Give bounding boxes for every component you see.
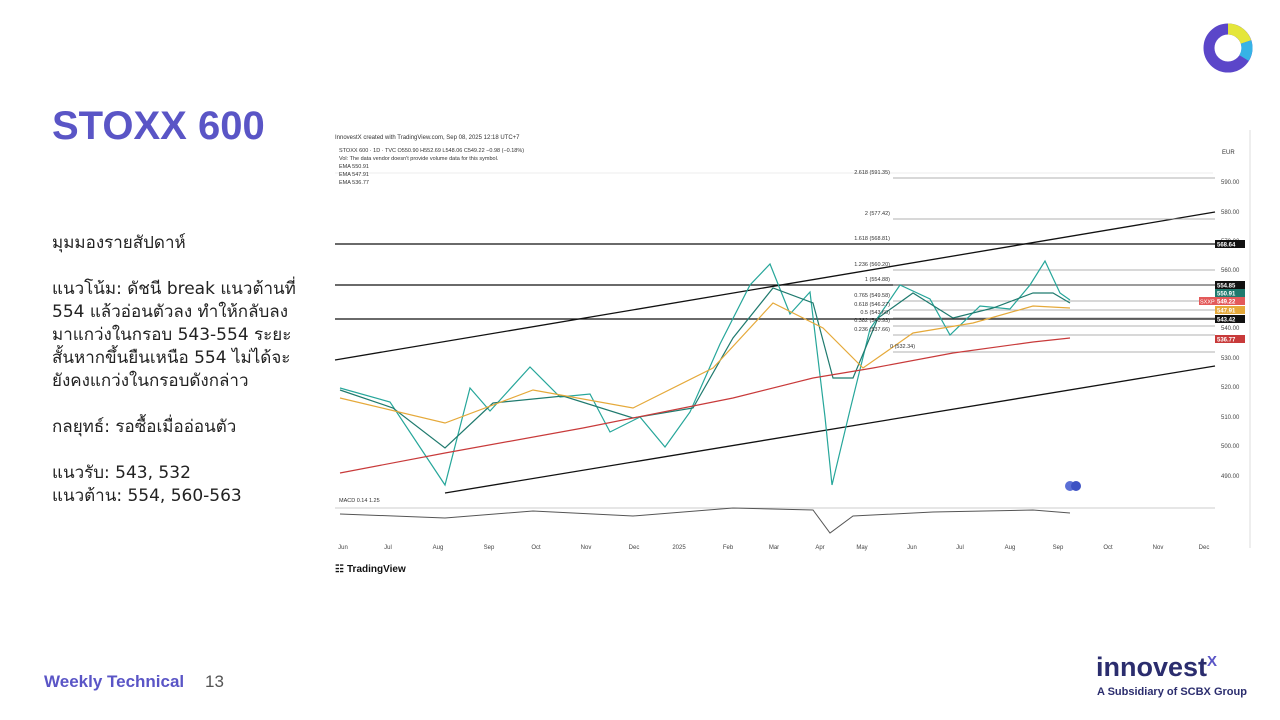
credit: InnovestX created with TradingView.com, …	[335, 135, 520, 141]
logo: innovestX	[1096, 652, 1217, 683]
fib-label: 0 (532.34)	[890, 344, 915, 350]
x-axis-label: Feb	[723, 545, 734, 551]
commentary: มุมมองรายสัปดาห์ แนวโน้ม: ดัชนี break แน…	[52, 232, 296, 508]
fib-label: 0.765 (549.58)	[854, 293, 890, 299]
fib-label: 0.618 (546.27)	[854, 302, 890, 308]
legend-line: EMA 536.77	[339, 180, 369, 186]
x-axis-label: Oct	[531, 545, 541, 551]
x-axis-label: Aug	[1005, 545, 1016, 551]
x-axis-label: Oct	[1103, 545, 1113, 551]
x-axis-label: Nov	[1153, 545, 1164, 551]
heading: มุมมองรายสัปดาห์	[52, 233, 186, 253]
price-axis-label: 500.00	[1221, 444, 1240, 450]
currency: EUR	[1222, 150, 1235, 156]
page-number: 13	[205, 672, 224, 691]
resistance: แนวต้าน: 554, 560-563	[52, 486, 242, 506]
footer-section: Weekly Technical	[44, 672, 185, 691]
chart-screenshot: InnovestX created with TradingView.com, …	[333, 128, 1253, 588]
logo-text: innovest	[1096, 652, 1208, 682]
price-tag-bg	[1215, 289, 1245, 297]
legend-line: STOXX 600 · 1D · TVC O550.90 H552.69 L54…	[339, 148, 524, 154]
fib-label: 1 (554.88)	[865, 277, 890, 283]
brand-icon	[1203, 23, 1253, 73]
price-tag: 543.42	[1217, 318, 1236, 324]
x-axis-label: Aug	[433, 545, 444, 551]
price-tag-bg	[1215, 240, 1245, 248]
price-tag: 568.64	[1217, 243, 1236, 249]
x-axis-label: Jun	[338, 545, 348, 551]
support: แนวรับ: 543, 532	[52, 463, 191, 483]
trend-line: ยังคงแกว่งในกรอบดังกล่าว	[52, 371, 249, 391]
price-axis-label: 580.00	[1221, 210, 1240, 216]
price-tag-bg	[1215, 297, 1245, 305]
legend-line: EMA 550.91	[339, 164, 369, 170]
x-axis-label: Dec	[629, 545, 640, 551]
legend-line: Vol: The data vendor doesn't provide vol…	[339, 156, 499, 162]
fib-label: 1.618 (568.81)	[854, 236, 890, 242]
price-tag: 550.91	[1217, 292, 1236, 298]
trend-line: สั้นหากขึ้นยืนเหนือ 554 ไม่ได้จะ	[52, 348, 291, 368]
x-axis-label: Jul	[956, 545, 964, 551]
trend-line: มาแกว่งในกรอบ 543-554 ระยะ	[52, 325, 292, 345]
price-axis-label: 490.00	[1221, 474, 1240, 480]
price-axis-label: 520.00	[1221, 385, 1240, 391]
strategy: กลยุทธ์: รอซื้อเมื่ออ่อนตัว	[52, 417, 237, 437]
price-axis-label: 540.00	[1221, 326, 1240, 332]
brand: TradingView	[347, 564, 406, 575]
trend-line: แนวโน้ม: ดัชนี break แนวต้านที่	[52, 279, 296, 299]
price-tag-bg	[1215, 335, 1245, 343]
fib-label: 2 (577.42)	[865, 211, 890, 217]
price-axis-label: 530.00	[1221, 356, 1240, 362]
x-axis-label: Apr	[815, 545, 824, 551]
price-axis-label: 590.00	[1221, 180, 1240, 186]
symbol-tag: SXXP	[1200, 300, 1215, 306]
x-axis-label: Sep	[1053, 545, 1064, 551]
logo-x: X	[1207, 653, 1218, 670]
x-axis-label: Jun	[907, 545, 917, 551]
x-axis-label: May	[856, 545, 867, 551]
fib-label: 0.5 (543.60)	[860, 310, 890, 316]
macd-label: MACD 0.14 1.25	[339, 498, 380, 504]
x-axis-label: Sep	[484, 545, 495, 551]
fib-label: 0.382 (540.93)	[854, 318, 890, 324]
symbol-tag-bg	[1199, 297, 1215, 305]
price-tag-bg	[1215, 281, 1245, 289]
price-axis-label: 560.00	[1221, 268, 1240, 274]
x-axis-label: Jul	[384, 545, 392, 551]
slide-title: STOXX 600	[52, 104, 265, 148]
price-tag: 547.91	[1217, 309, 1236, 315]
trend-line: 554 แล้วอ่อนตัวลง ทำให้กลับลง	[52, 302, 288, 322]
fib-label: 2.618 (591.35)	[854, 170, 890, 176]
price-tag: 554.85	[1217, 284, 1236, 290]
x-axis-label: Mar	[769, 545, 779, 551]
price-tag-bg	[1215, 306, 1245, 314]
x-axis-label: 2025	[672, 545, 686, 551]
price-tag: 549.22	[1217, 300, 1236, 306]
price-tag: 536.77	[1217, 338, 1236, 344]
price-axis-label: 510.00	[1221, 415, 1240, 421]
fib-label: 0.236 (537.66)	[854, 327, 890, 333]
price-tag-bg	[1215, 315, 1245, 323]
brand-mark: ☷	[335, 564, 344, 575]
legend-line: EMA 547.91	[339, 172, 369, 178]
x-axis-label: Nov	[581, 545, 592, 551]
x-axis-label: Dec	[1199, 545, 1210, 551]
tagline: A Subsidiary of SCBX Group	[1097, 686, 1247, 698]
fib-label: 1.236 (560.20)	[854, 262, 890, 268]
